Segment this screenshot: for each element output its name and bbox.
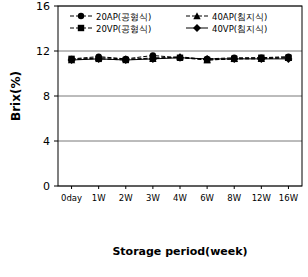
legend-marker: [78, 25, 84, 31]
y-tick-label: 8: [43, 90, 50, 103]
point: [203, 55, 211, 63]
x-axis-title: Storage period(week): [112, 245, 247, 258]
x-tick: [180, 186, 181, 189]
x-tick: [207, 186, 208, 189]
grid-line: [58, 141, 302, 142]
y-tick-label: 0: [43, 180, 50, 193]
point: [230, 55, 238, 63]
point: [122, 56, 130, 64]
chart: 0 4 8 12 16 0day 1W 2W 3W 4W 6W 8W 12W 16W Storage per…: [0, 0, 308, 277]
x-tick-label: 0day: [61, 193, 82, 203]
y-axis-title: Brix(%): [9, 71, 23, 121]
x-tick-label: 16W: [279, 193, 299, 203]
x-tick-label: 6W: [200, 193, 214, 203]
y-tick-label: 4: [43, 135, 50, 148]
point: [284, 55, 292, 63]
x-tick-label: 1W: [92, 193, 106, 203]
point: [257, 55, 265, 63]
plot-data: [68, 52, 293, 64]
point: [68, 56, 76, 64]
legend-marker: [193, 24, 201, 32]
x-tick-label: 12W: [252, 193, 272, 203]
y-tick-label: 16: [36, 0, 50, 13]
y-tick: [54, 186, 58, 187]
grid-line: [58, 96, 302, 97]
point: [95, 56, 101, 62]
point: [149, 55, 157, 63]
x-tick: [261, 186, 262, 189]
legend-label: 40VP(침지식): [212, 24, 267, 34]
x-tick: [98, 186, 99, 189]
point: [149, 55, 156, 62]
point: [123, 57, 129, 63]
y-tick: [54, 51, 58, 52]
y-tick: [54, 96, 58, 97]
plot-frame: [58, 6, 302, 186]
x-tick: [71, 186, 72, 189]
legend-label: 20AP(공형식): [96, 12, 151, 22]
point: [258, 55, 265, 62]
legend-label: 40AP(침지식): [212, 12, 267, 22]
point: [176, 54, 184, 62]
point: [177, 55, 183, 61]
legend: 20AP(공형식) 40AP(침지식) 20VP(공형식) 40VP(침지식): [70, 12, 267, 34]
x-tick: [288, 186, 289, 189]
legend-label: 20VP(공형식): [96, 24, 151, 34]
point: [177, 55, 183, 61]
x-tick-label: 8W: [227, 193, 241, 203]
legend-marker: [193, 12, 200, 19]
y-tick: [54, 6, 58, 7]
point: [231, 55, 238, 62]
x-tick: [152, 186, 153, 189]
y-tick-label: 12: [36, 45, 50, 58]
y-tick: [54, 141, 58, 142]
x-tick: [234, 186, 235, 189]
grid-line: [58, 51, 302, 52]
x-tick: [125, 186, 126, 189]
legend-marker: [78, 13, 84, 19]
point: [231, 56, 237, 62]
x-tick-label: 3W: [146, 193, 160, 203]
x-tick-label: 2W: [119, 193, 133, 203]
x-tick-label: 4W: [173, 193, 187, 203]
point: [68, 56, 75, 63]
point: [95, 55, 103, 63]
